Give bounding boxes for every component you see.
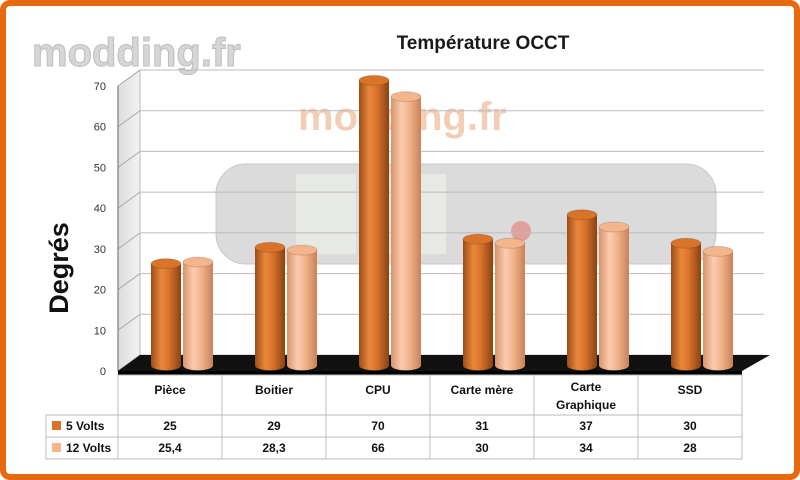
data-label: 70 bbox=[371, 419, 385, 433]
data-label: 25,4 bbox=[158, 441, 182, 455]
legend-swatch bbox=[52, 443, 61, 452]
data-label: 37 bbox=[579, 419, 593, 433]
bar-1 bbox=[566, 209, 598, 371]
data-label: 25 bbox=[163, 419, 177, 433]
chart: modding.fr modding.fr 010203040506070Tem… bbox=[32, 31, 770, 460]
x-tick-label: Carte Graphique bbox=[556, 380, 616, 412]
data-label: 66 bbox=[371, 441, 385, 455]
data-label: 34 bbox=[579, 441, 593, 455]
gridline-wall bbox=[117, 151, 141, 168]
gridline-wall bbox=[117, 191, 141, 209]
bar-1 bbox=[670, 237, 702, 371]
bar-1 bbox=[254, 241, 286, 371]
y-tick-label: 30 bbox=[94, 244, 106, 256]
chart-title: Température OCCT bbox=[397, 33, 570, 54]
y-tick-label: 60 bbox=[94, 122, 106, 134]
y-tick-label: 70 bbox=[94, 81, 106, 93]
bar-2 bbox=[702, 245, 734, 371]
table-row bbox=[45, 436, 743, 460]
y-tick-label: 10 bbox=[94, 325, 106, 337]
bar-1 bbox=[462, 233, 494, 371]
chart-floor-edge bbox=[118, 371, 742, 375]
bar-2 bbox=[182, 256, 214, 371]
watermark-logo: modding.fr bbox=[32, 31, 241, 75]
legend-label: 5 Volts bbox=[66, 419, 105, 433]
data-label: 30 bbox=[683, 419, 697, 433]
y-tick-label: 0 bbox=[100, 366, 106, 378]
y-tick-label: 50 bbox=[94, 162, 106, 174]
gridline-wall bbox=[117, 232, 141, 250]
y-tick-label: 40 bbox=[94, 203, 106, 215]
bar-2 bbox=[286, 244, 318, 371]
gridline-wall bbox=[117, 110, 141, 128]
bar-2 bbox=[598, 221, 630, 371]
bar-1 bbox=[150, 258, 182, 371]
legend-label: 12 Volts bbox=[66, 441, 111, 455]
x-tick-label: CPU bbox=[365, 383, 390, 397]
x-tick-label: Boitier bbox=[255, 383, 293, 397]
gridline-wall bbox=[117, 273, 141, 290]
bar-2 bbox=[390, 91, 422, 371]
data-label: 28,3 bbox=[262, 441, 286, 455]
y-axis-label: Degrés bbox=[44, 222, 74, 314]
x-tick-label: SSD bbox=[678, 383, 703, 397]
gridline-wall bbox=[117, 69, 141, 87]
bar-2 bbox=[494, 237, 526, 371]
x-tick-label: Carte mère bbox=[451, 383, 514, 397]
legend-swatch bbox=[52, 421, 61, 430]
data-label: 29 bbox=[267, 419, 281, 433]
y-tick-label: 20 bbox=[94, 285, 106, 297]
gridline-wall bbox=[117, 313, 141, 331]
bar-1 bbox=[358, 74, 390, 371]
data-label: 30 bbox=[475, 441, 489, 455]
data-label: 31 bbox=[475, 419, 489, 433]
chart-left-wall bbox=[117, 69, 141, 372]
data-label: 28 bbox=[683, 441, 697, 455]
x-tick-label: Pièce bbox=[154, 383, 186, 397]
